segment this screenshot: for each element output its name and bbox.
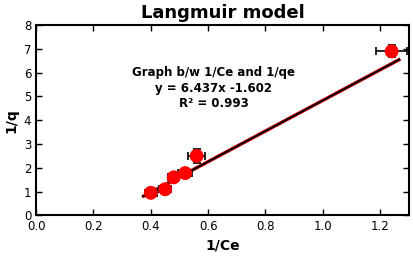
Point: [193, 154, 200, 158]
Point: [171, 175, 177, 179]
Text: Graph b/w 1/Ce and 1/qe: Graph b/w 1/Ce and 1/qe: [132, 66, 295, 79]
X-axis label: 1/Ce: 1/Ce: [205, 239, 240, 253]
Text: y = 6.437x -1.602: y = 6.437x -1.602: [155, 82, 272, 95]
Point: [162, 187, 169, 191]
Point: [388, 49, 395, 53]
Title: Langmuir model: Langmuir model: [140, 4, 304, 22]
Point: [182, 171, 188, 175]
Point: [147, 191, 154, 195]
Text: R² = 0.993: R² = 0.993: [179, 97, 249, 110]
Y-axis label: 1/q: 1/q: [4, 108, 18, 133]
